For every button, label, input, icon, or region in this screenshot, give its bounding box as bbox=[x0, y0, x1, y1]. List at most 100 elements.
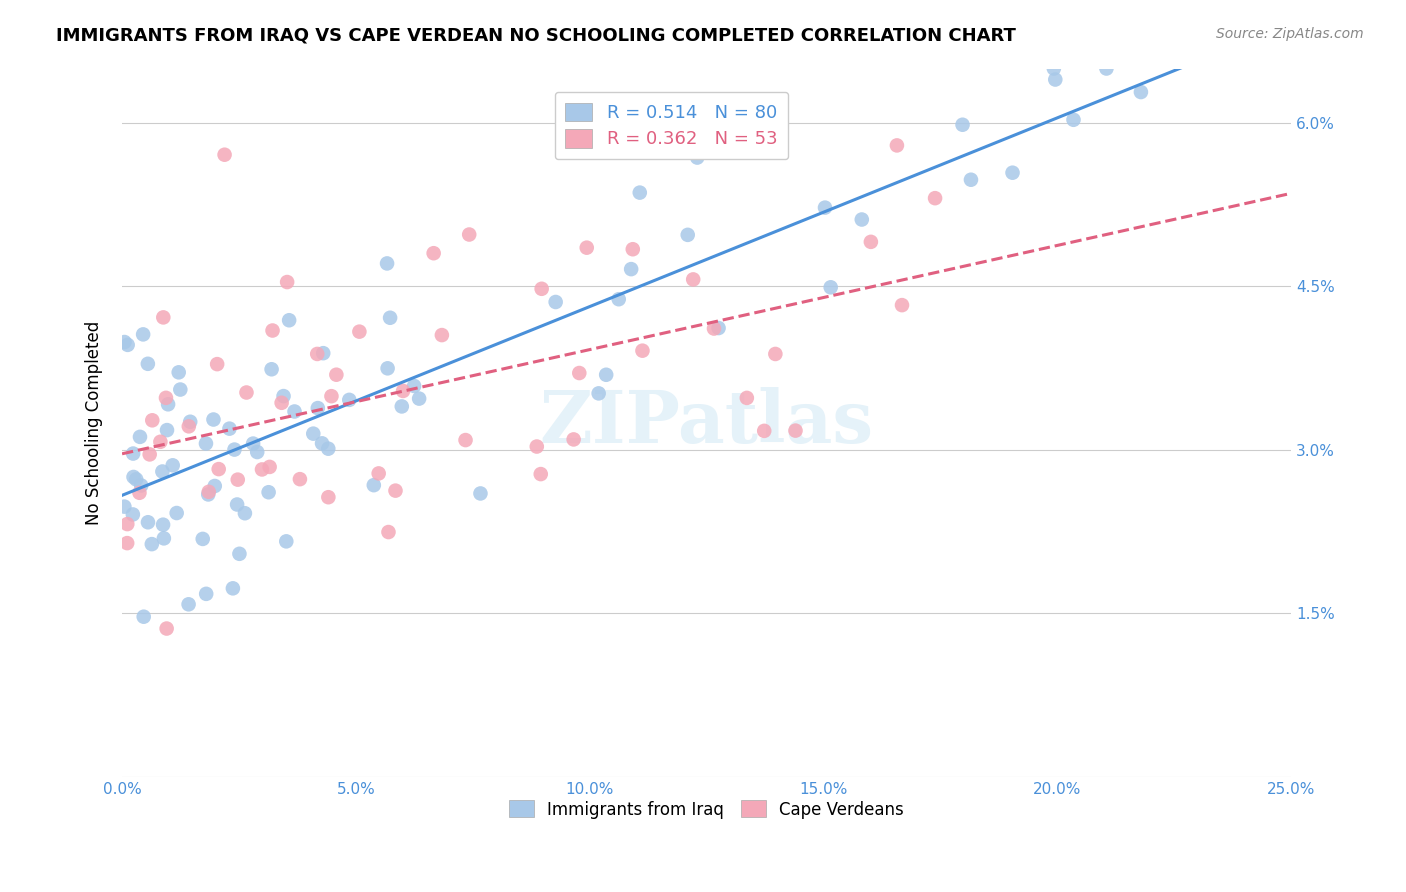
Point bbox=[226, 473, 249, 487]
Point bbox=[307, 401, 329, 416]
Point bbox=[769, 133, 792, 147]
Point bbox=[375, 256, 398, 270]
Point bbox=[278, 313, 301, 327]
Text: Source: ZipAtlas.com: Source: ZipAtlas.com bbox=[1216, 27, 1364, 41]
Point bbox=[1001, 166, 1024, 180]
Point bbox=[208, 462, 231, 476]
Point bbox=[526, 440, 548, 454]
Point bbox=[316, 442, 339, 456]
Point bbox=[1129, 85, 1152, 99]
Point bbox=[924, 191, 946, 205]
Point bbox=[177, 419, 200, 434]
Point bbox=[177, 597, 200, 611]
Point bbox=[155, 391, 177, 405]
Point bbox=[820, 280, 842, 294]
Point bbox=[226, 498, 249, 512]
Point bbox=[595, 368, 617, 382]
Point bbox=[607, 292, 630, 306]
Point bbox=[179, 415, 201, 429]
Point bbox=[195, 587, 218, 601]
Point bbox=[302, 426, 325, 441]
Point bbox=[430, 328, 453, 343]
Point bbox=[224, 442, 246, 457]
Point bbox=[735, 391, 758, 405]
Point bbox=[114, 334, 136, 349]
Point bbox=[138, 447, 160, 461]
Point bbox=[363, 478, 385, 492]
Point bbox=[960, 172, 983, 186]
Point bbox=[952, 118, 974, 132]
Point bbox=[391, 400, 413, 414]
Point bbox=[321, 389, 343, 403]
Point bbox=[152, 517, 174, 532]
Point bbox=[544, 295, 567, 310]
Point bbox=[141, 537, 163, 551]
Point bbox=[377, 524, 399, 539]
Point bbox=[1095, 62, 1118, 76]
Point bbox=[676, 227, 699, 242]
Point bbox=[235, 385, 257, 400]
Point bbox=[621, 242, 644, 256]
Point bbox=[588, 386, 610, 401]
Point bbox=[141, 413, 163, 427]
Point bbox=[222, 582, 245, 596]
Point bbox=[122, 470, 145, 484]
Point bbox=[136, 515, 159, 529]
Point bbox=[404, 379, 426, 393]
Point bbox=[631, 343, 654, 358]
Point bbox=[814, 201, 837, 215]
Point bbox=[194, 436, 217, 450]
Point bbox=[121, 508, 143, 522]
Point bbox=[204, 479, 226, 493]
Point bbox=[311, 436, 333, 450]
Point bbox=[886, 138, 908, 153]
Point bbox=[377, 361, 399, 376]
Point bbox=[117, 338, 139, 352]
Point bbox=[408, 392, 430, 406]
Point bbox=[214, 147, 236, 161]
Text: IMMIGRANTS FROM IRAQ VS CAPE VERDEAN NO SCHOOLING COMPLETED CORRELATION CHART: IMMIGRANTS FROM IRAQ VS CAPE VERDEAN NO … bbox=[56, 27, 1017, 45]
Point bbox=[851, 212, 873, 227]
Point bbox=[152, 465, 174, 479]
Point bbox=[470, 486, 492, 500]
Point bbox=[754, 424, 776, 438]
Point bbox=[218, 422, 240, 436]
Point bbox=[288, 472, 311, 486]
Point bbox=[568, 366, 591, 380]
Point bbox=[197, 487, 219, 501]
Point bbox=[257, 485, 280, 500]
Point bbox=[392, 384, 415, 398]
Point bbox=[575, 241, 598, 255]
Point bbox=[228, 547, 250, 561]
Point bbox=[125, 472, 148, 486]
Point bbox=[562, 433, 585, 447]
Point bbox=[122, 446, 145, 460]
Point bbox=[859, 235, 882, 249]
Point bbox=[283, 404, 305, 418]
Point bbox=[112, 500, 135, 514]
Point bbox=[242, 436, 264, 450]
Point bbox=[530, 282, 553, 296]
Point bbox=[628, 186, 651, 200]
Point bbox=[202, 412, 225, 426]
Point bbox=[136, 357, 159, 371]
Point bbox=[128, 485, 150, 500]
Point bbox=[1063, 112, 1085, 127]
Point bbox=[132, 327, 155, 342]
Point bbox=[129, 430, 152, 444]
Point bbox=[197, 484, 219, 499]
Text: ZIPatlas: ZIPatlas bbox=[540, 387, 873, 458]
Point bbox=[270, 396, 292, 410]
Point bbox=[162, 458, 184, 473]
Point bbox=[152, 310, 174, 325]
Point bbox=[166, 506, 188, 520]
Point bbox=[156, 423, 179, 437]
Point bbox=[763, 347, 786, 361]
Point bbox=[149, 434, 172, 449]
Point bbox=[318, 490, 340, 504]
Point bbox=[349, 325, 371, 339]
Point bbox=[458, 227, 481, 242]
Point bbox=[276, 534, 298, 549]
Point bbox=[153, 532, 176, 546]
Point bbox=[686, 151, 709, 165]
